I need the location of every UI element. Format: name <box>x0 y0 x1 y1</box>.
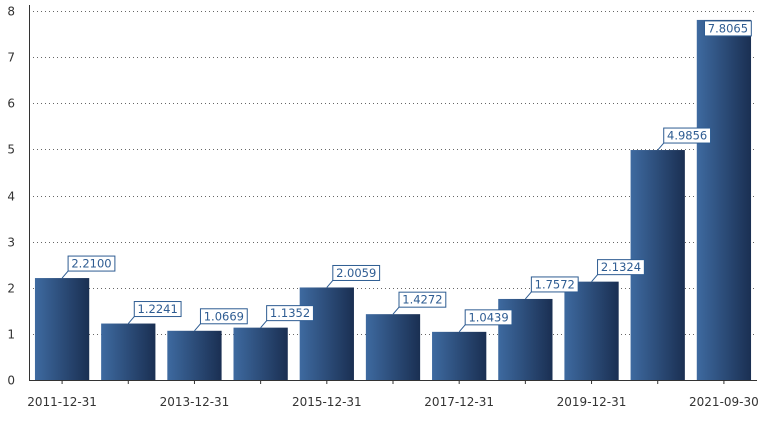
value-label-box <box>464 309 513 326</box>
x-tick-label: 2021-09-30 <box>689 395 759 409</box>
value-label-box <box>597 259 645 276</box>
value-label-box <box>663 127 712 144</box>
x-tick-label: 2015-12-31 <box>292 395 362 409</box>
value-label-box <box>133 301 182 318</box>
value-label-leader <box>392 306 400 315</box>
bar <box>696 19 752 380</box>
value-label-box <box>704 20 752 37</box>
value-label-leader <box>591 274 598 282</box>
value-label-leader <box>260 320 268 328</box>
value-label-box <box>332 264 381 281</box>
value-label-box <box>199 308 248 325</box>
value-label: 1.4272 <box>402 293 442 307</box>
value-label-box <box>530 276 579 293</box>
bar <box>101 323 156 380</box>
value-label: 2.2100 <box>71 257 111 271</box>
y-tick-label: 6 <box>7 97 15 111</box>
y-tick-label: 7 <box>7 51 15 65</box>
value-label: 1.2241 <box>138 302 178 316</box>
bar <box>233 327 288 380</box>
value-label: 1.0669 <box>204 309 244 323</box>
bars <box>34 19 752 380</box>
bar <box>432 331 487 380</box>
bar <box>564 281 619 380</box>
value-label: 4.9856 <box>667 129 707 143</box>
bar <box>365 314 421 380</box>
value-label-leader <box>194 323 201 332</box>
y-tick-label: 4 <box>7 190 15 204</box>
x-tick-label: 2019-12-31 <box>557 395 627 409</box>
value-label-box <box>67 255 116 272</box>
value-label: 1.0439 <box>468 310 508 324</box>
y-tick-label: 5 <box>7 143 15 157</box>
value-label-box <box>266 305 314 322</box>
value-label-leader <box>326 280 334 288</box>
value-label-box <box>398 291 447 308</box>
y-tick-label: 8 <box>7 5 15 19</box>
value-label-leader <box>657 142 665 151</box>
y-tick-label: 0 <box>7 374 15 388</box>
x-tick-label: 2011-12-31 <box>27 395 97 409</box>
x-tick-label: 2013-12-31 <box>160 395 230 409</box>
bar <box>167 330 222 380</box>
value-label: 7.8065 <box>708 21 748 35</box>
value-label-leader <box>524 291 532 300</box>
bar <box>34 278 90 380</box>
bar <box>299 287 354 380</box>
value-labels: 2.2100 1.2241 1.0669 1.1352 2.0059 1.4272 1.04… <box>61 20 752 333</box>
y-tick-label: 1 <box>7 328 15 342</box>
value-label-leader <box>61 270 69 279</box>
y-tick-label: 2 <box>7 282 15 296</box>
value-label: 1.1352 <box>270 306 310 320</box>
value-label-leader <box>127 316 135 324</box>
axes: 0 1 2 3 4 5 6 7 8 2011-12-31 2013-12-31 2015-12-31 2… <box>7 5 758 410</box>
y-tick-label: 3 <box>7 236 15 250</box>
value-label: 1.7572 <box>535 277 575 291</box>
x-tick-label: 2017-12-31 <box>424 395 494 409</box>
value-label-leader <box>458 324 466 333</box>
value-label: 2.0059 <box>336 266 376 280</box>
value-label: 2.1324 <box>601 260 641 274</box>
